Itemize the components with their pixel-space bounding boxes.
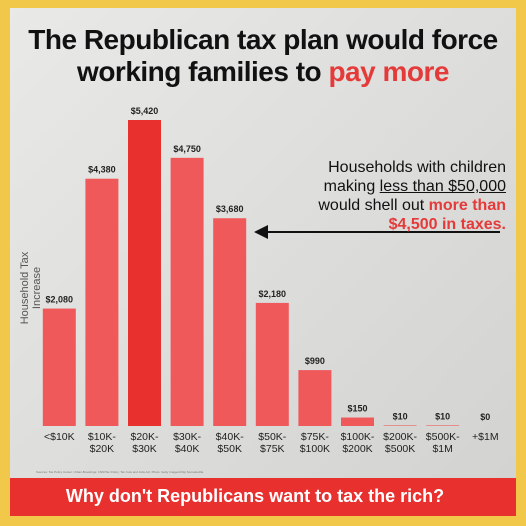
callout-line-3: would shell out more than	[256, 196, 506, 215]
value-label-0: $2,080	[46, 295, 74, 305]
value-label-2: $5,420	[131, 106, 159, 116]
callout-line-4: $4,500 in taxes.	[388, 216, 506, 233]
callout-underlined: less than $50,000	[379, 178, 506, 195]
tick-label-10: +$1M	[472, 431, 499, 443]
bar-chart: $2,080 <$10K $4,380 $10K-$20K $5,420 $20K-$30…	[42, 106, 500, 455]
callout-line-3-prefix: would shell out	[318, 197, 429, 214]
value-label-7: $150	[347, 404, 367, 414]
tick-label-6: $75K-$100K	[300, 431, 330, 455]
source-note: Sources: Tax Policy Center; Urban-Brooki…	[36, 470, 204, 474]
title-highlight: pay more	[328, 56, 449, 87]
title-line-1: The Republican tax plan would force	[28, 24, 498, 55]
tick-label-3: $30K-$40K	[173, 431, 202, 455]
bottom-banner-text: Why don't Republicans want to tax the ri…	[65, 486, 445, 506]
bar-4	[213, 218, 247, 426]
callout-more-than: more than	[428, 197, 506, 214]
bar-0	[42, 308, 76, 426]
bar-1	[85, 178, 119, 426]
value-label-1: $4,380	[88, 165, 116, 175]
bottom-banner: Why don't Republicans want to tax the ri…	[10, 478, 516, 516]
tick-label-8: $200K-$500K	[383, 431, 417, 455]
bar-6	[298, 370, 332, 426]
tick-label-0: <$10K	[44, 431, 75, 443]
bar-9	[426, 425, 460, 426]
value-label-9: $10	[435, 411, 450, 421]
tick-label-2: $20K-$30K	[130, 431, 159, 455]
bar-7	[341, 417, 374, 426]
callout-line-2: making less than $50,000	[256, 177, 506, 196]
bar-3	[170, 157, 204, 426]
title-line-2: working families to pay more	[10, 56, 516, 88]
value-label-10: $0	[480, 412, 490, 422]
bar-8	[383, 425, 417, 426]
callout-arrow-head	[254, 225, 268, 239]
y-axis-label: Household Tax Increase	[19, 251, 43, 325]
value-label-6: $990	[305, 356, 325, 366]
value-label-5: $2,180	[259, 289, 287, 299]
callout-line-1: Households with children	[328, 159, 506, 176]
callout-text: Households with children making less tha…	[256, 158, 506, 234]
value-label-4: $3,680	[216, 204, 244, 214]
bar-2	[128, 120, 161, 426]
tick-label-9: $500K-$1M	[426, 431, 460, 455]
tick-label-4: $40K-$50K	[216, 431, 245, 455]
tick-label-1: $10K-$20K	[88, 431, 117, 455]
value-label-3: $4,750	[173, 144, 201, 154]
value-label-8: $10	[393, 411, 408, 421]
poster-panel: The Republican tax plan would force work…	[10, 8, 516, 516]
tick-label-5: $50K-$75K	[258, 431, 287, 455]
callout-line-2-prefix: making	[323, 178, 380, 195]
tick-label-7: $100K-$200K	[341, 431, 375, 455]
title-line-2-prefix: working families to	[77, 56, 329, 87]
bar-5	[255, 302, 289, 426]
